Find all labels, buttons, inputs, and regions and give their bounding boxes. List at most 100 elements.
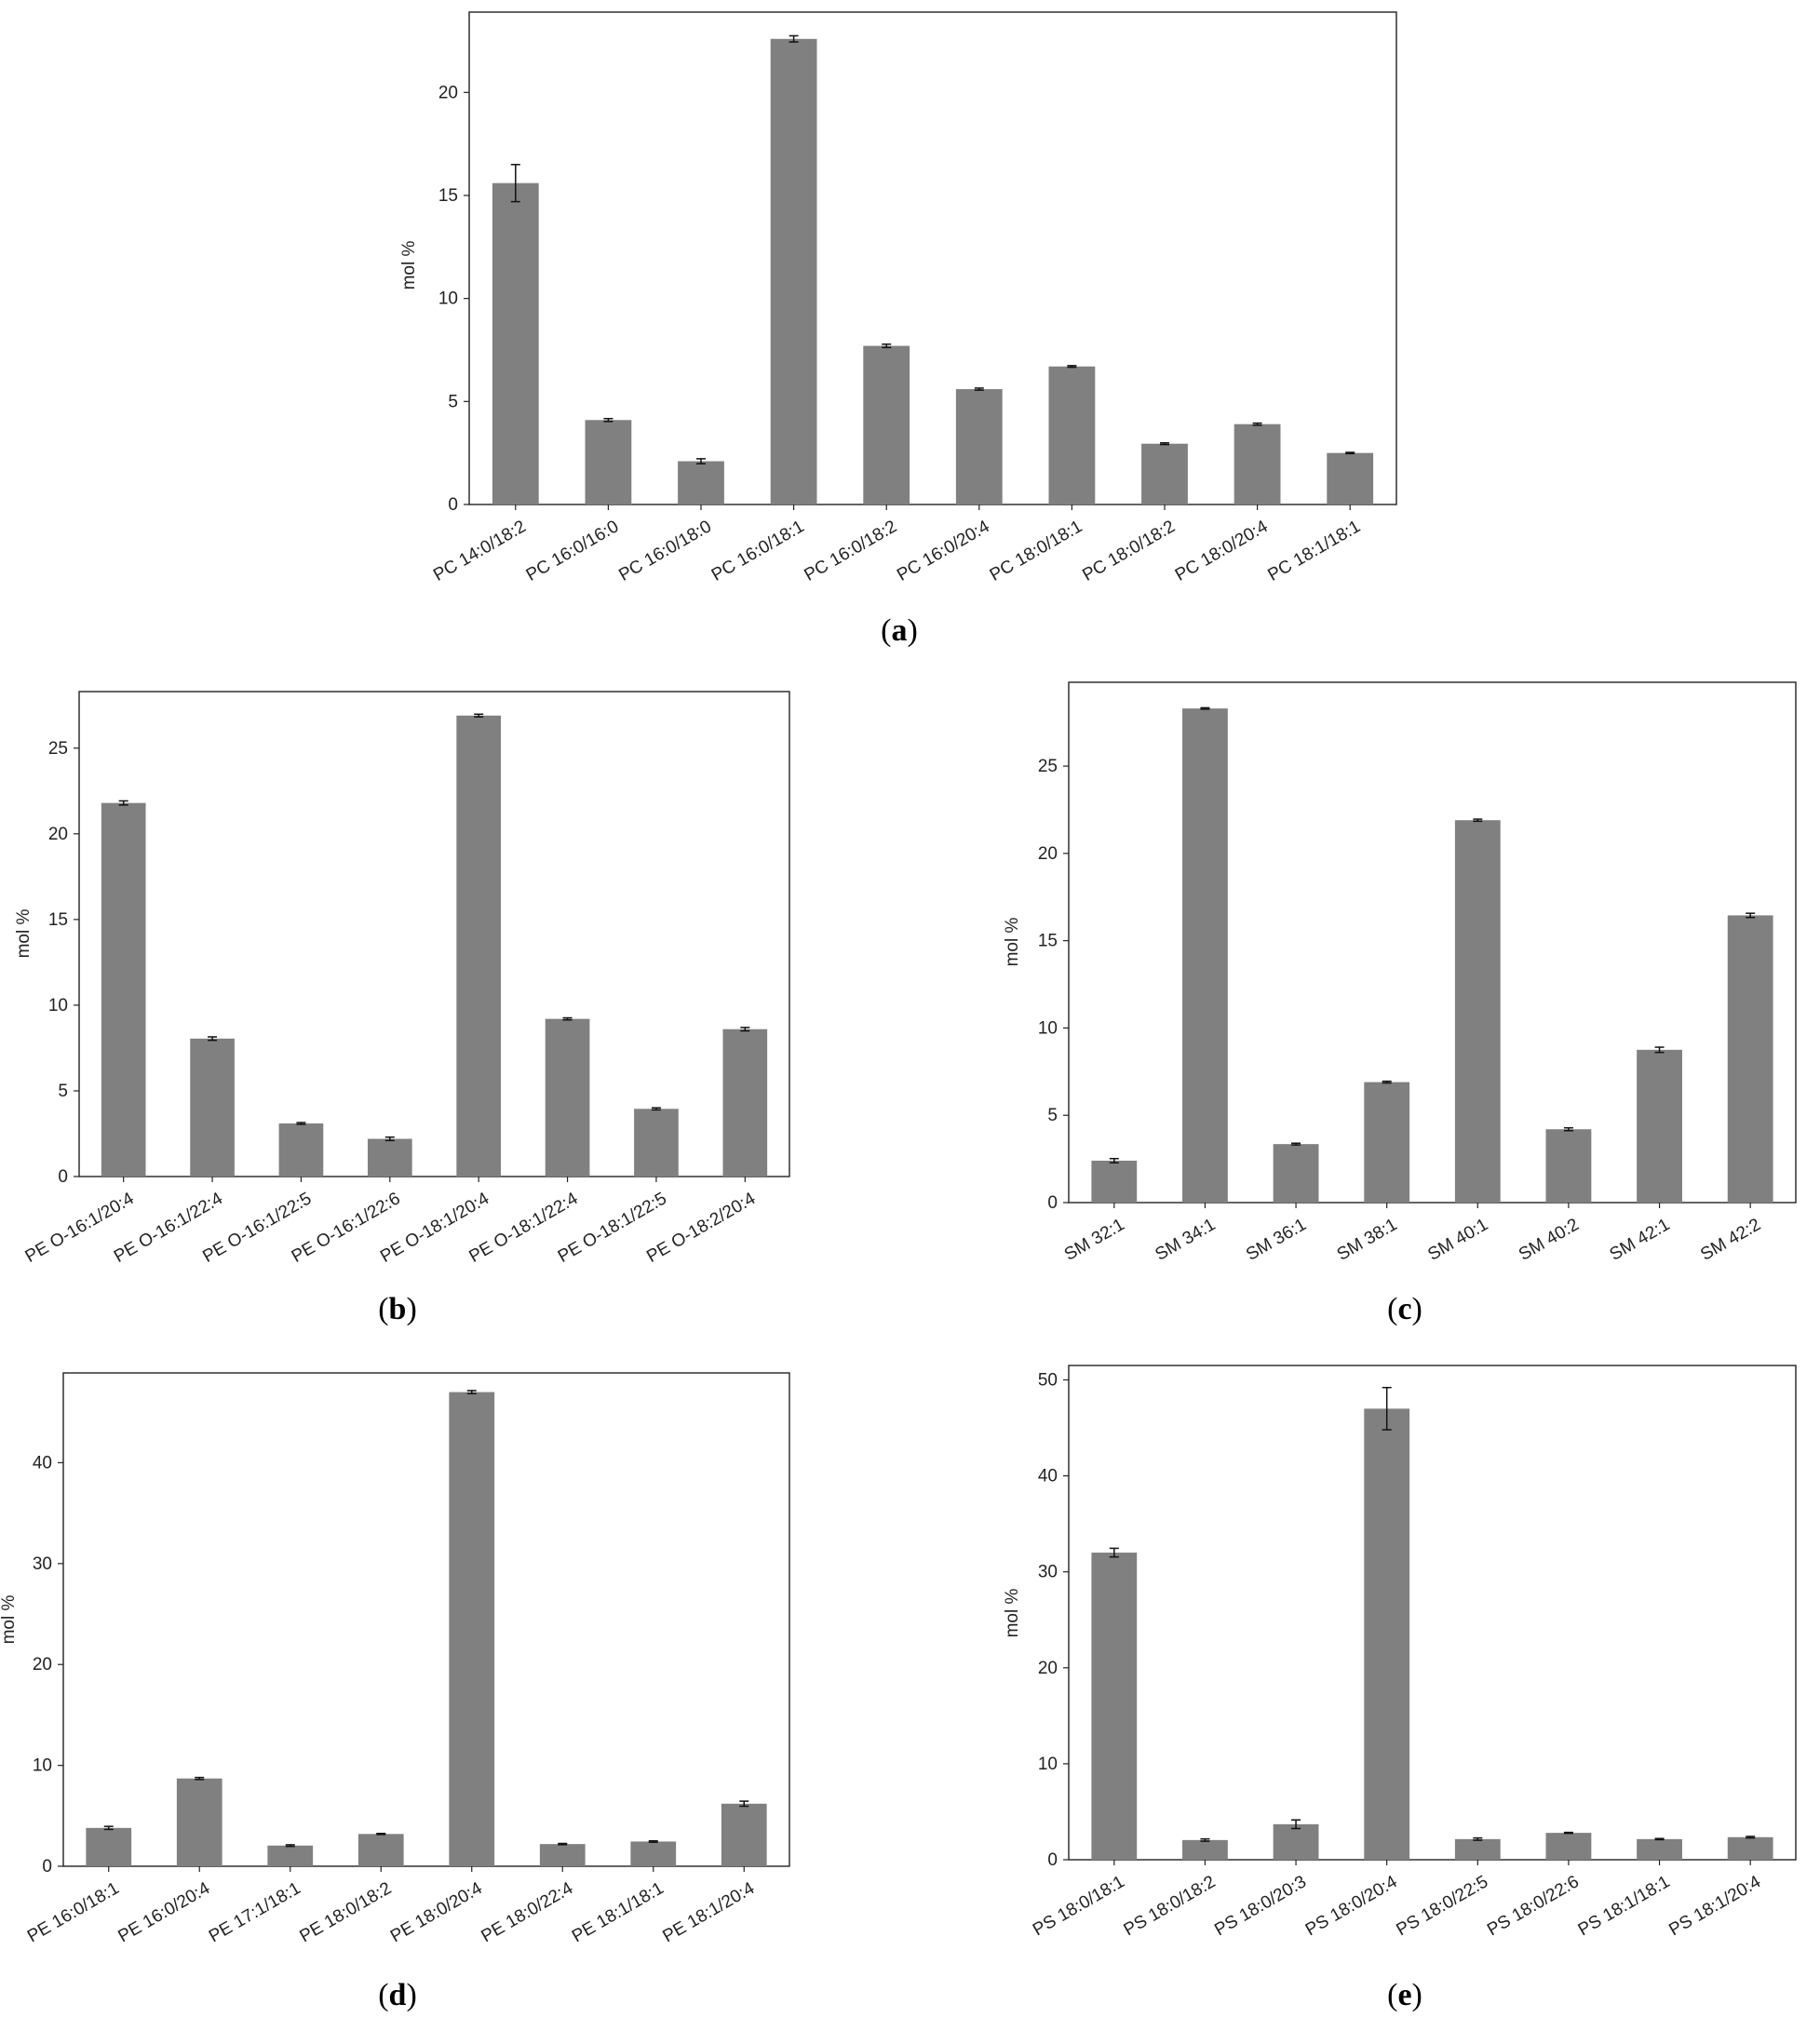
error-bar bbox=[103, 1825, 114, 1831]
bar bbox=[101, 802, 146, 1177]
y-tick-label: 15 bbox=[438, 186, 458, 206]
x-tick-label: PC 16:0/18:1 bbox=[708, 517, 808, 585]
error-bar bbox=[1563, 1831, 1573, 1835]
x-tick-label: SM 32:1 bbox=[1061, 1215, 1128, 1265]
bar bbox=[1273, 1823, 1319, 1860]
error-bar bbox=[974, 387, 984, 391]
x-tick-label: PS 18:0/22:5 bbox=[1394, 1872, 1492, 1940]
x-tick-label: SM 42:2 bbox=[1697, 1215, 1764, 1265]
x-tick-label: PS 18:0/22:6 bbox=[1484, 1872, 1583, 1940]
chart-panel-d: 0 10 20 30 40 PE 16:0/18:1PE 16:0/20:4PE 17:1… bbox=[0, 1372, 790, 2012]
x-tick-label: SM 42:1 bbox=[1607, 1215, 1674, 1265]
y-tick-label: 5 bbox=[58, 1082, 68, 1101]
y-tick-label: 0 bbox=[448, 495, 458, 515]
x-tick-label: PC 16:0/18:0 bbox=[615, 517, 715, 585]
bar bbox=[1364, 1408, 1410, 1860]
y-tick-label: 10 bbox=[48, 996, 68, 1015]
x-tick-label: PS 18:0/18:2 bbox=[1121, 1872, 1220, 1940]
y-tick-label: 15 bbox=[1038, 932, 1058, 951]
bar bbox=[456, 715, 502, 1177]
y-tick-label: 0 bbox=[58, 1167, 68, 1187]
error-bar bbox=[1160, 442, 1169, 446]
error-bar bbox=[1200, 1837, 1210, 1842]
error-bar bbox=[603, 417, 613, 423]
error-bar bbox=[1382, 1080, 1392, 1084]
bar bbox=[1454, 820, 1501, 1203]
bar bbox=[1545, 1833, 1592, 1860]
bar bbox=[367, 1138, 412, 1177]
y-tick-label: 15 bbox=[48, 910, 68, 930]
bar bbox=[539, 1844, 586, 1866]
bar bbox=[585, 420, 632, 504]
bar bbox=[190, 1038, 235, 1177]
bar bbox=[267, 1845, 314, 1866]
error-bar bbox=[376, 1833, 386, 1836]
error-bar bbox=[789, 34, 799, 43]
panel-label: (e) bbox=[1387, 1978, 1422, 2012]
y-tick-label: 10 bbox=[1038, 1755, 1058, 1774]
bar bbox=[1454, 1838, 1501, 1860]
y-tick-label: 25 bbox=[1038, 757, 1058, 776]
error-bar bbox=[384, 1136, 395, 1142]
bar bbox=[1637, 1049, 1682, 1203]
bar bbox=[1364, 1082, 1410, 1203]
y-tick-label: 20 bbox=[48, 825, 68, 844]
error-bar bbox=[195, 1776, 205, 1781]
x-tick-label: SM 34:1 bbox=[1153, 1215, 1220, 1265]
x-tick-label: SM 40:1 bbox=[1424, 1215, 1491, 1265]
bar bbox=[1273, 1144, 1319, 1203]
x-tick-label: PC 18:0/18:2 bbox=[1079, 517, 1179, 585]
error-bar bbox=[562, 1016, 573, 1021]
bar bbox=[278, 1123, 324, 1177]
error-bar bbox=[1109, 1157, 1119, 1163]
x-tick-label: PS 18:1/18:1 bbox=[1575, 1872, 1674, 1940]
error-bar bbox=[1291, 1142, 1301, 1146]
error-bar bbox=[208, 1036, 218, 1042]
x-tick-label: PE 18:0/20:4 bbox=[387, 1878, 486, 1946]
bar bbox=[678, 461, 724, 504]
bar bbox=[1091, 1553, 1138, 1860]
x-tick-label: PC 18:0/20:4 bbox=[1172, 517, 1272, 585]
y-tick-label: 20 bbox=[438, 83, 458, 102]
y-tick-label: 20 bbox=[33, 1655, 52, 1675]
bar bbox=[770, 38, 817, 505]
x-tick-label: PS 18:1/20:4 bbox=[1665, 1872, 1764, 1940]
error-bar bbox=[1563, 1126, 1573, 1132]
bar bbox=[1091, 1160, 1138, 1203]
bar bbox=[86, 1827, 132, 1866]
panel-label: (c) bbox=[1387, 1292, 1422, 1326]
x-tick-label: PC 16:0/18:2 bbox=[802, 517, 901, 585]
x-tick-label: PE 18:0/22:4 bbox=[478, 1878, 576, 1946]
plot-frame bbox=[78, 691, 790, 1177]
error-bar bbox=[740, 1027, 750, 1032]
bar bbox=[1048, 366, 1096, 504]
error-bar bbox=[1654, 1046, 1665, 1054]
error-bar bbox=[474, 713, 484, 718]
x-tick-label: PS 18:0/18:1 bbox=[1030, 1872, 1128, 1940]
x-tick-label: PE 16:0/20:4 bbox=[115, 1878, 213, 1946]
error-bar bbox=[1746, 1836, 1756, 1839]
plot-frame bbox=[1068, 681, 1797, 1204]
bar bbox=[1727, 915, 1773, 1203]
y-axis-label: mol % bbox=[399, 241, 419, 290]
y-tick-label: 30 bbox=[1038, 1563, 1058, 1582]
y-tick-label: 40 bbox=[1038, 1467, 1058, 1486]
error-bar bbox=[1291, 1819, 1301, 1830]
bar bbox=[1182, 1839, 1228, 1860]
bar bbox=[545, 1018, 590, 1177]
x-tick-label: PS 18:0/20:3 bbox=[1211, 1872, 1310, 1940]
bar bbox=[634, 1109, 679, 1177]
error-bar bbox=[882, 343, 892, 349]
y-tick-label: 20 bbox=[1038, 1659, 1058, 1678]
bar bbox=[863, 345, 910, 504]
error-bar bbox=[118, 800, 128, 806]
panel-label: (d) bbox=[378, 1978, 417, 2012]
error-bar bbox=[558, 1842, 568, 1846]
y-tick-label: 0 bbox=[1047, 1193, 1058, 1213]
bar bbox=[1234, 424, 1281, 504]
x-tick-label: SM 38:1 bbox=[1334, 1215, 1401, 1265]
y-axis-label: mol % bbox=[1003, 1589, 1022, 1638]
y-tick-label: 30 bbox=[33, 1554, 52, 1574]
x-tick-label: SM 40:2 bbox=[1516, 1215, 1583, 1265]
